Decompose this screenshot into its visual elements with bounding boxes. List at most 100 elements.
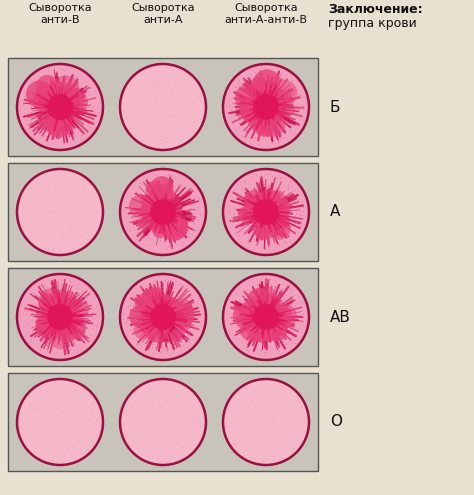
Point [176, 114, 183, 122]
Point [189, 414, 197, 422]
Point [260, 313, 267, 321]
Circle shape [49, 103, 69, 122]
Point [295, 90, 303, 98]
Point [234, 312, 241, 320]
Point [182, 184, 189, 192]
Point [264, 432, 272, 440]
Point [175, 225, 182, 233]
Point [92, 414, 100, 422]
Point [270, 235, 278, 243]
Point [54, 404, 61, 412]
Point [267, 200, 274, 208]
Point [41, 339, 49, 347]
Circle shape [164, 312, 173, 321]
Point [42, 108, 49, 116]
Point [260, 111, 268, 119]
Point [279, 314, 286, 322]
Point [192, 109, 200, 117]
Point [65, 346, 73, 354]
Point [44, 132, 51, 140]
Point [41, 309, 48, 317]
Circle shape [54, 317, 79, 342]
Point [273, 295, 281, 303]
Point [288, 446, 295, 453]
Point [53, 175, 60, 183]
Point [144, 339, 151, 347]
Point [164, 295, 172, 303]
Point [156, 205, 164, 213]
Point [270, 210, 278, 218]
Point [281, 99, 288, 106]
Point [264, 183, 271, 191]
Point [77, 135, 85, 143]
Point [147, 110, 155, 118]
Circle shape [252, 202, 270, 221]
Point [79, 197, 87, 204]
Point [22, 208, 30, 216]
Point [56, 300, 64, 308]
Point [286, 418, 294, 426]
Point [146, 315, 154, 323]
Point [154, 228, 161, 236]
Circle shape [164, 228, 173, 237]
Point [58, 98, 66, 105]
Point [165, 312, 173, 320]
Point [267, 437, 275, 445]
Point [57, 97, 64, 105]
Point [195, 413, 202, 421]
Circle shape [154, 205, 173, 225]
Point [133, 235, 140, 243]
Point [130, 398, 138, 406]
Point [56, 103, 64, 111]
Point [239, 212, 247, 220]
Point [163, 133, 171, 141]
Point [135, 305, 143, 313]
Point [263, 105, 270, 113]
Point [145, 107, 152, 115]
Circle shape [42, 109, 63, 130]
Point [129, 289, 137, 297]
Circle shape [223, 274, 309, 360]
Point [184, 232, 192, 240]
Point [254, 206, 262, 214]
Point [151, 311, 159, 319]
Point [133, 403, 140, 411]
Point [274, 193, 282, 200]
Point [191, 307, 199, 315]
Point [63, 123, 70, 131]
Circle shape [162, 214, 188, 241]
Point [65, 98, 73, 106]
Point [231, 126, 239, 134]
Point [64, 109, 71, 117]
Point [187, 188, 195, 196]
Point [148, 401, 156, 409]
Point [46, 237, 54, 245]
Point [261, 104, 268, 112]
Point [248, 407, 256, 415]
Circle shape [48, 105, 70, 127]
Point [291, 114, 299, 122]
Point [236, 76, 243, 84]
Point [271, 99, 279, 106]
Point [81, 306, 88, 314]
Point [49, 319, 56, 327]
Point [286, 295, 293, 302]
Point [273, 216, 281, 224]
Circle shape [158, 213, 178, 233]
Point [57, 299, 65, 307]
Point [46, 311, 54, 319]
Point [272, 105, 280, 113]
Point [36, 333, 43, 341]
Point [131, 196, 139, 203]
Point [43, 99, 50, 106]
Point [240, 310, 248, 318]
Point [244, 396, 251, 404]
Point [153, 171, 161, 179]
Point [294, 417, 302, 425]
Point [143, 204, 150, 212]
Point [233, 205, 240, 213]
Point [227, 105, 235, 113]
Point [60, 67, 67, 75]
Circle shape [44, 106, 67, 129]
Point [42, 79, 49, 87]
